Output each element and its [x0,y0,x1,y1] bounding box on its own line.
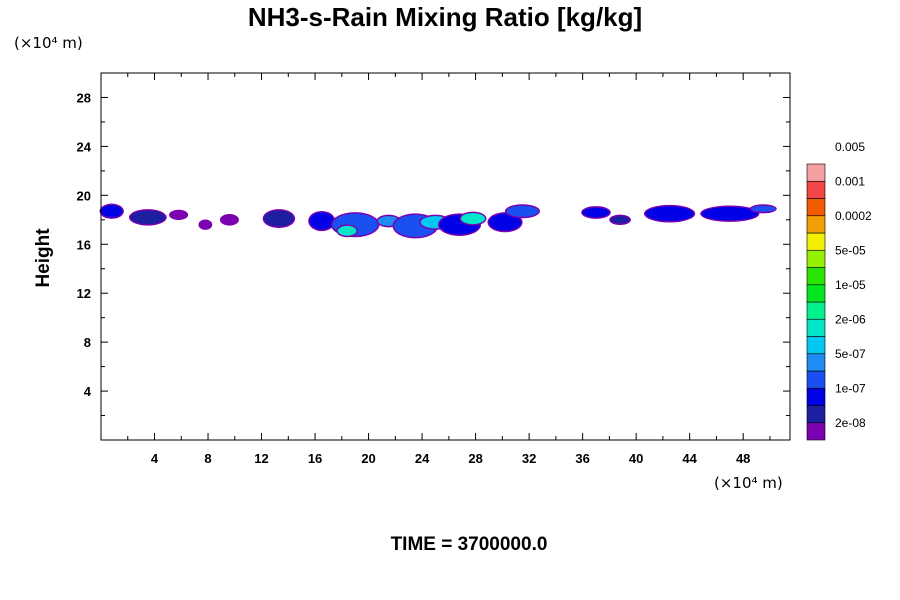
colorbar-swatch [806,198,826,217]
colorbar-swatch [806,163,826,182]
field-region [200,221,211,229]
colorbar: 2e-08 1e-07 5e-07 2e-06 1e-05 5e-05 0.0002 0.00… [806,140,872,441]
mixing-ratio-field [99,203,777,239]
colorbar-swatch [806,284,826,303]
x-tick-label: 4 [151,451,159,466]
colorbar-swatch [806,215,826,234]
colorbar-swatch [806,301,826,320]
colorbar-swatch [806,232,826,251]
colorbar-label: 5e-05 [835,243,866,257]
y-tick-label: 4 [84,384,92,399]
x-tick-label: 48 [736,451,750,466]
colorbar-swatch [806,318,826,337]
colorbar-label: 2e-06 [835,312,866,326]
x-tick-label: 8 [204,451,211,466]
x-tick-label: 36 [575,451,589,466]
y-tick-label: 20 [77,188,91,203]
colorbar-label: 0.005 [835,140,865,154]
field-region [101,205,123,218]
x-tick-label: 16 [308,451,322,466]
colorbar-label: 0.001 [835,174,865,188]
field-region [701,206,758,221]
x-tick-label: 32 [522,451,536,466]
colorbar-label: 1e-07 [835,381,866,395]
field-region [130,210,166,225]
chart-title: NH3-s-Rain Mixing Ratio [kg/kg] [248,2,642,32]
colorbar-swatch [806,405,826,424]
field-region [264,210,294,227]
x-tick-label: 40 [629,451,643,466]
x-unit-label: (×10⁴ m) [714,474,783,492]
y-tick-label: 12 [77,286,91,301]
y-axis: 4 8 12 16 20 24 28 [77,90,790,417]
colorbar-swatch [806,180,826,199]
y-tick-label: 24 [77,139,92,154]
y-tick-label: 8 [84,335,91,350]
time-label: TIME = 3700000.0 [391,534,548,555]
colorbar-swatch [806,249,826,268]
y-tick-label: 16 [77,237,91,252]
x-tick-label: 24 [415,451,430,466]
field-region [460,213,485,225]
colorbar-label: 5e-07 [835,347,866,361]
field-region [582,207,610,218]
colorbar-swatch [806,336,826,355]
colorbar-swatch [806,353,826,372]
x-tick-label: 20 [361,451,375,466]
colorbar-label: 2e-08 [835,416,866,430]
colorbar-swatch [806,422,826,441]
field-region [337,225,357,236]
field-region [309,212,334,230]
colorbar-swatch [806,267,826,286]
y-tick-label: 28 [77,90,91,105]
y-axis-label: Height [33,228,54,288]
y-unit-label: (×10⁴ m) [14,34,83,52]
x-tick-label: 44 [682,451,697,466]
x-tick-label: 28 [468,451,482,466]
x-tick-label: 12 [254,451,268,466]
field-region [488,213,522,231]
field-region [221,215,238,225]
plot-frame [100,72,791,441]
field-region [170,211,187,219]
field-region [751,205,776,212]
colorbar-swatch [806,387,826,406]
colorbar-label: 1e-05 [835,278,866,292]
field-region [506,205,539,217]
colorbar-swatch [806,370,826,389]
field-region [610,216,630,224]
field-region [645,206,694,222]
x-axis: 4 8 12 16 20 24 28 32 36 40 44 48 [127,73,771,466]
colorbar-label: 0.0002 [835,209,872,223]
